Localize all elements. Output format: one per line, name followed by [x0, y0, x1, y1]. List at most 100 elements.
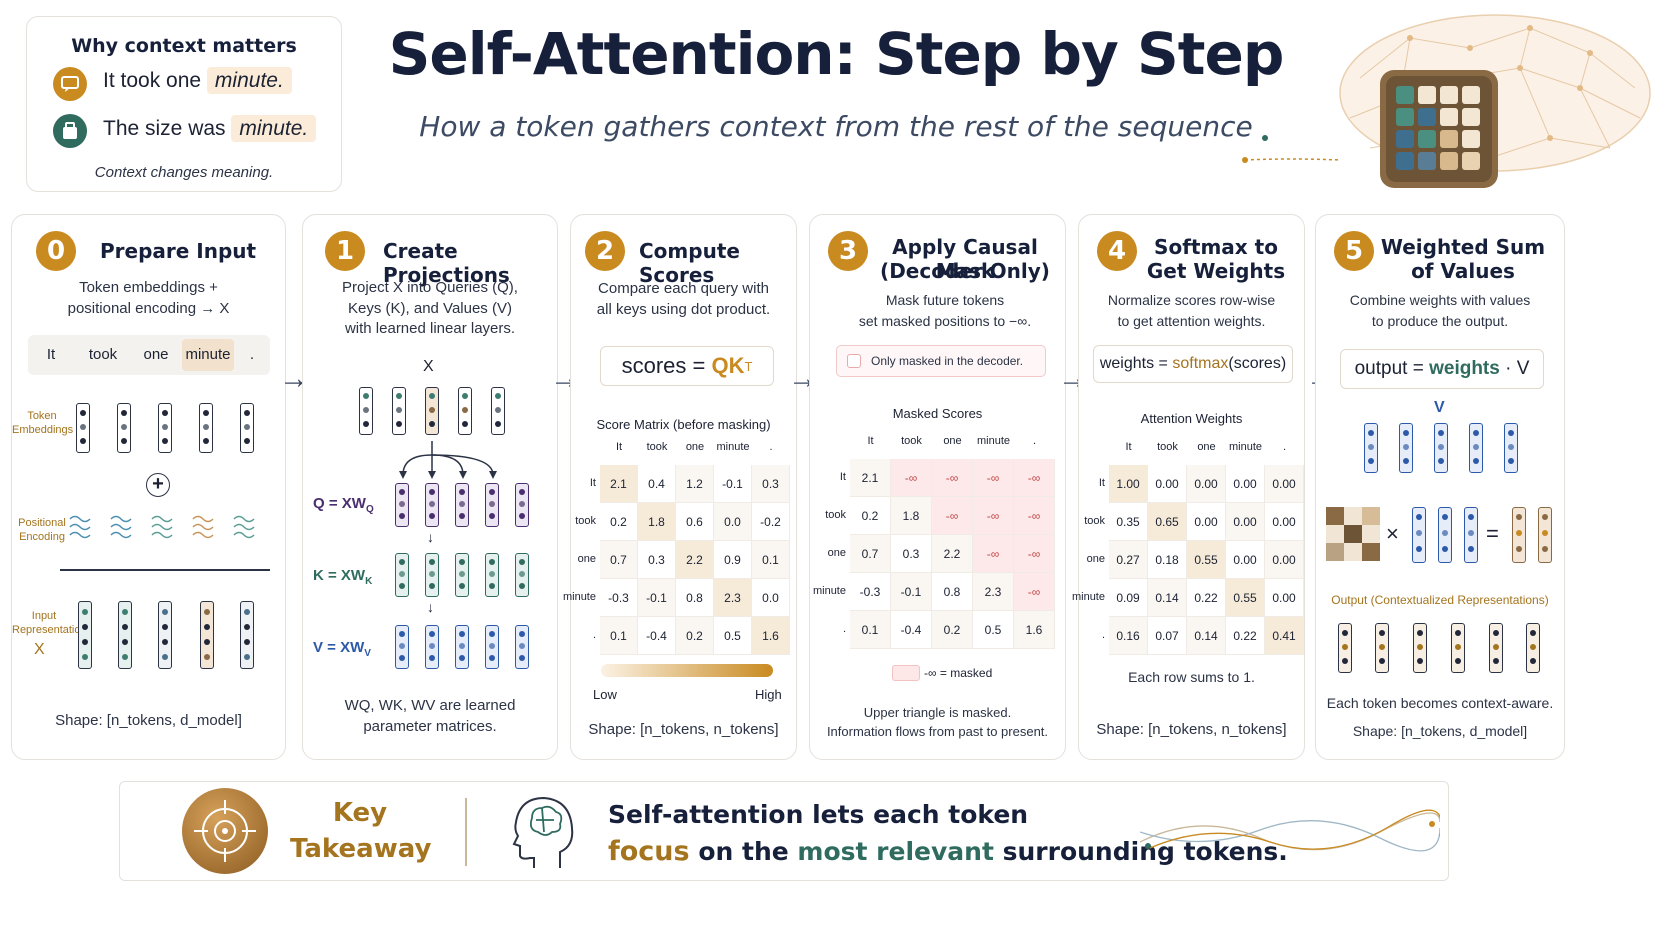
scores-cell: 0.3 [752, 465, 790, 503]
positional-wave-icons [68, 511, 278, 547]
page-title: Self-Attention: Step by Step [388, 20, 1285, 88]
down-arrow-kv: ↓ [427, 599, 434, 615]
masked-row-header: one [827, 547, 846, 559]
weights-cell: 1.00 [1109, 465, 1148, 503]
takeaway-takeaway: Takeaway [290, 834, 432, 864]
weights-row-header: took [1084, 515, 1105, 527]
k-label: K = XW [313, 567, 366, 584]
weights-cell: 0.18 [1148, 541, 1187, 579]
scores-cell: 1.2 [676, 465, 714, 503]
scores-cell: -0.1 [714, 465, 752, 503]
step-title-5-line1: Weighted Sum [1380, 235, 1546, 259]
decoder-checkbox-label: Only masked in the decoder. [871, 354, 1024, 368]
scores-cell: 0.6 [676, 503, 714, 541]
masked-row-header: took [825, 509, 846, 521]
token-minute: minute [182, 339, 234, 371]
masked-col-header: one [943, 435, 962, 447]
step-title-1: Create Projections [383, 239, 510, 287]
step-desc-2-line2: all keys using dot product. [596, 301, 771, 318]
scores-cell: 0.7 [600, 541, 638, 579]
score-matrix: It took one minute. It 2.1 0.4 1.2 -0.1 0.3 took 0.… [563, 441, 798, 655]
context-line1: It took one minute. [103, 67, 292, 94]
token-took: took [88, 346, 118, 363]
panel-step-0: 0 Prepare Input Token embeddings + posit… [11, 214, 286, 760]
weights-row-header: one [1086, 553, 1105, 565]
weights-cell: 0.00 [1226, 541, 1265, 579]
weights-row-header: minute [1071, 591, 1105, 603]
down-arrow-qk: ↓ [427, 529, 434, 545]
step-desc-2-line1: Compare each query with [598, 280, 769, 297]
scores-cell: 2.3 [714, 579, 752, 617]
panel-step-4: 4 Softmax to Get Weights Normalize score… [1072, 214, 1305, 760]
step-desc-3-line1: Mask future tokens [885, 292, 1005, 308]
score-matrix-title: Score Matrix (before masking) [596, 417, 771, 432]
weights-cell: 0.22 [1226, 617, 1265, 655]
step-title-3-line1: Apply Causal Mask [892, 235, 1038, 283]
masked-cell: 2.2 [932, 535, 973, 573]
masked-cell: 1.8 [891, 497, 932, 535]
token-embedding-vectors [12, 401, 285, 455]
times-sign: × [1386, 521, 1399, 546]
legend-low: Low [593, 687, 617, 702]
weights-cell: 0.09 [1109, 579, 1148, 617]
masked-matrix-title: Masked Scores [892, 406, 983, 421]
step-badge-0: 0 [36, 231, 76, 271]
scores-formula-sup: T [744, 358, 753, 374]
weights-cell: 0.00 [1265, 465, 1304, 503]
scores-cell: 0.8 [676, 579, 714, 617]
weights-cell: 0.27 [1109, 541, 1148, 579]
masked-cell: 0.2 [850, 497, 891, 535]
weights-matrix-title: Attention Weights [1140, 411, 1243, 426]
step-badge-4: 4 [1097, 231, 1137, 271]
k-formula: K = XWK [313, 567, 372, 587]
context-line1-text: It took one [103, 69, 202, 92]
weights-formula-arg: (scores) [1228, 355, 1287, 372]
step-desc-4-line2: to get attention weights. [1117, 313, 1266, 329]
step-desc-1-line3: with learned linear layers. [344, 320, 516, 337]
masked-cell: -∞ [1014, 573, 1055, 611]
scores-cell: 0.3 [638, 541, 676, 579]
page-subtitle: How a token gathers context from the res… [419, 110, 1253, 143]
masked-col-header: took [901, 435, 922, 447]
scores-cell: 0.0 [714, 503, 752, 541]
masked-cell: -0.1 [891, 573, 932, 611]
weights-cell: 0.14 [1148, 579, 1187, 617]
step-desc-5-line2: to produce the output. [1371, 313, 1509, 329]
scores-row-header: one [577, 553, 596, 565]
q-label: Q = XW [313, 495, 366, 512]
step-title-5-line2: of Values [1411, 259, 1515, 283]
weights-cell: 0.65 [1148, 503, 1187, 541]
step-desc-0-line2: positional encoding → X [67, 300, 230, 317]
masked-cell: -∞ [932, 497, 973, 535]
masked-cell: -∞ [973, 497, 1014, 535]
step-desc-1-line1: Project X into Queries (Q), [342, 279, 518, 296]
panel-step-1: 1 Create Projections Project X into Quer… [302, 214, 558, 760]
label-token-embeddings: Token Embeddings [12, 410, 74, 436]
v-label-5: V [1434, 399, 1445, 416]
weights-cell: 0.00 [1265, 579, 1304, 617]
masked-col-header: . [1032, 435, 1037, 447]
weights-cell: 0.14 [1187, 617, 1226, 655]
masked-cell: 0.3 [891, 535, 932, 573]
step-desc-1-line2: Keys (K), and Values (V) [348, 300, 512, 317]
scores-row-header: It [589, 477, 596, 489]
output-formula-left: output = [1354, 358, 1424, 379]
step-title-4-line2: Get Weights [1146, 259, 1286, 283]
scores-cell: 2.1 [600, 465, 638, 503]
masked-row-header: It [839, 471, 846, 483]
scores-formula: scores = QK T [600, 346, 774, 386]
scores-col-header: took [646, 441, 668, 453]
shape-label-2: Shape: [n_tokens, n_tokens] [588, 721, 779, 738]
weights-cell: 0.55 [1187, 541, 1226, 579]
scores-cell: 0.2 [600, 503, 638, 541]
takeaway-line2: focus on the most relevant surrounding t… [608, 836, 1288, 867]
takeaway-surrounding: surrounding tokens. [1002, 837, 1288, 866]
masked-cell: 0.1 [850, 611, 891, 649]
weights-formula: weights = softmax (scores) [1093, 345, 1293, 383]
step-badge-5: 5 [1334, 231, 1374, 271]
takeaway-box: Key Takeaway Self-attention lets each to… [119, 781, 1449, 881]
takeaway-line1: Self-attention lets each token [608, 800, 1029, 829]
decoder-checkbox[interactable] [847, 354, 861, 368]
shape-label-0: Shape: [n_tokens, d_model] [55, 712, 242, 729]
output-label: Output (Contextualized Representations) [1331, 593, 1549, 607]
